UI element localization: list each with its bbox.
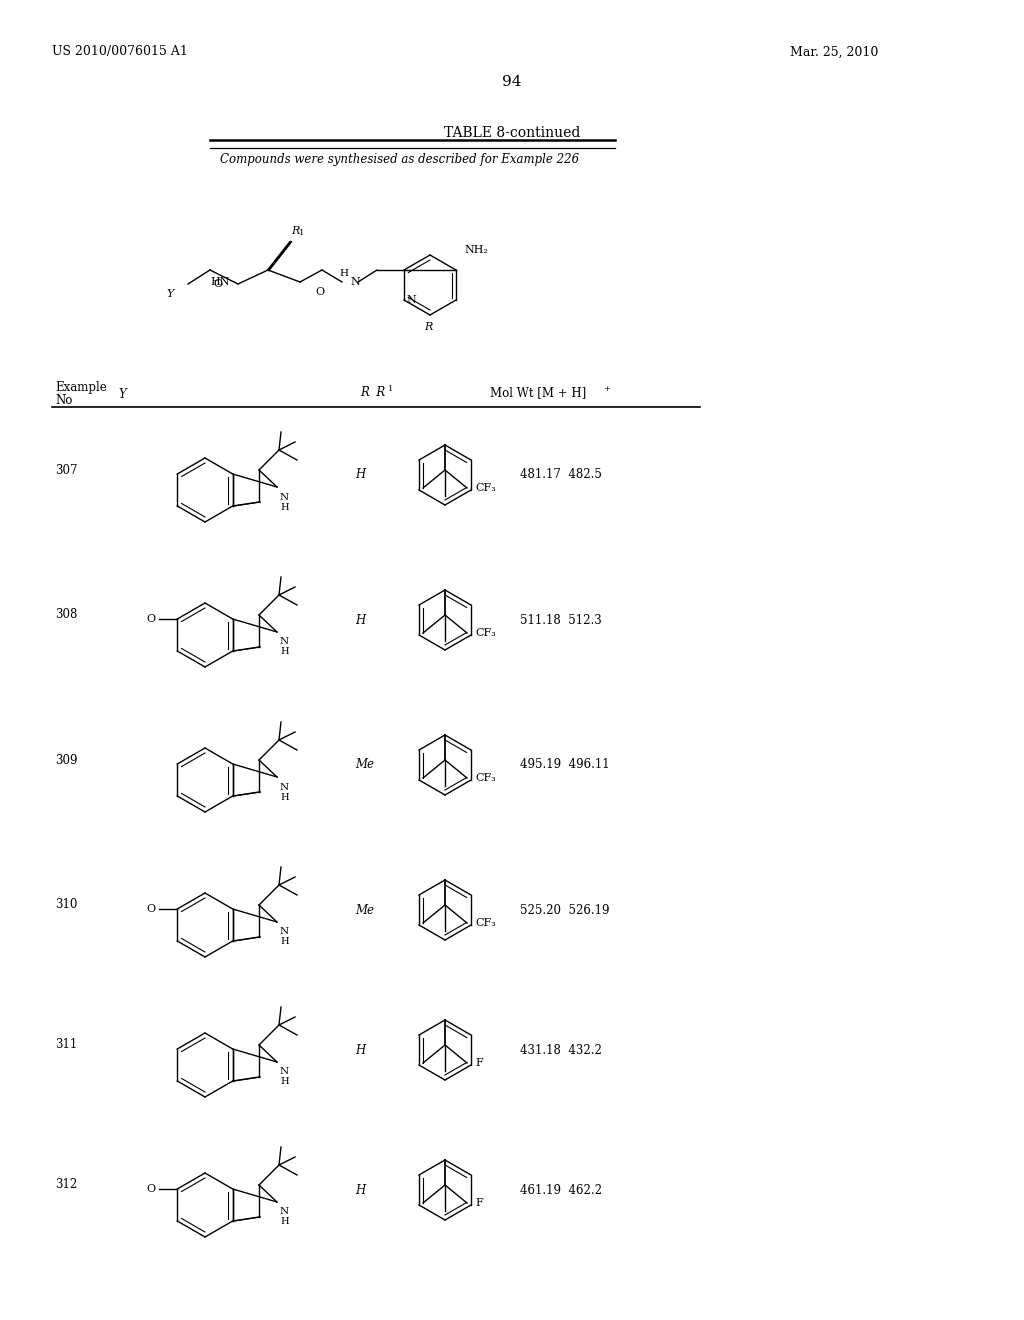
Text: Mar. 25, 2010: Mar. 25, 2010	[790, 45, 879, 58]
Text: H: H	[280, 503, 289, 511]
Text: CF₃: CF₃	[475, 628, 496, 638]
Text: 511.18  512.3: 511.18 512.3	[520, 614, 602, 627]
Text: 1: 1	[388, 385, 393, 393]
Text: N: N	[280, 638, 289, 647]
Text: H: H	[280, 1077, 289, 1086]
Text: N: N	[280, 492, 289, 502]
Text: Me: Me	[355, 903, 374, 916]
Text: R: R	[424, 322, 432, 333]
Text: H: H	[355, 614, 366, 627]
Text: H: H	[280, 792, 289, 801]
Text: H: H	[355, 1044, 366, 1056]
Text: CF₃: CF₃	[475, 917, 496, 928]
Text: R: R	[291, 226, 299, 236]
Text: O: O	[315, 286, 325, 297]
Text: HN: HN	[210, 277, 229, 286]
Text: N: N	[280, 1208, 289, 1217]
Text: 307: 307	[55, 463, 78, 477]
Text: N: N	[280, 928, 289, 936]
Text: Y: Y	[118, 388, 126, 401]
Text: 525.20  526.19: 525.20 526.19	[520, 903, 609, 916]
Text: TABLE 8-continued: TABLE 8-continued	[443, 125, 581, 140]
Text: Me: Me	[355, 759, 374, 771]
Text: Mol Wt [M + H]: Mol Wt [M + H]	[490, 387, 587, 400]
Text: H: H	[355, 469, 366, 482]
Text: 461.19  462.2: 461.19 462.2	[520, 1184, 602, 1196]
Text: 311: 311	[55, 1039, 77, 1052]
Text: N: N	[350, 277, 359, 286]
Text: No: No	[55, 393, 73, 407]
Text: 1: 1	[299, 228, 304, 238]
Text: US 2010/0076015 A1: US 2010/0076015 A1	[52, 45, 187, 58]
Text: O: O	[146, 614, 156, 624]
Text: O: O	[146, 1184, 156, 1195]
Text: F: F	[475, 1199, 482, 1208]
Text: N: N	[280, 783, 289, 792]
Text: N: N	[280, 1068, 289, 1077]
Text: 309: 309	[55, 754, 78, 767]
Text: H: H	[280, 648, 289, 656]
Text: 312: 312	[55, 1179, 77, 1192]
Text: Example: Example	[55, 380, 106, 393]
Text: H: H	[340, 269, 348, 279]
Text: CF₃: CF₃	[475, 483, 496, 492]
Text: 310: 310	[55, 899, 78, 912]
Text: N: N	[407, 294, 416, 305]
Text: +: +	[603, 385, 610, 393]
Text: H: H	[280, 1217, 289, 1226]
Text: Compounds were synthesised as described for Example 226: Compounds were synthesised as described …	[220, 153, 580, 166]
Text: 481.17  482.5: 481.17 482.5	[520, 469, 602, 482]
Text: O: O	[146, 904, 156, 913]
Text: F: F	[475, 1059, 482, 1068]
Text: CF₃: CF₃	[475, 774, 496, 783]
Text: Y: Y	[166, 289, 174, 300]
Text: 495.19  496.11: 495.19 496.11	[520, 759, 609, 771]
Text: H: H	[355, 1184, 366, 1196]
Text: 308: 308	[55, 609, 78, 622]
Text: 431.18  432.2: 431.18 432.2	[520, 1044, 602, 1056]
Text: NH₂: NH₂	[464, 246, 487, 255]
Text: R  R: R R	[360, 387, 385, 400]
Text: H: H	[280, 937, 289, 946]
Text: 94: 94	[502, 75, 522, 88]
Text: O: O	[213, 279, 222, 289]
